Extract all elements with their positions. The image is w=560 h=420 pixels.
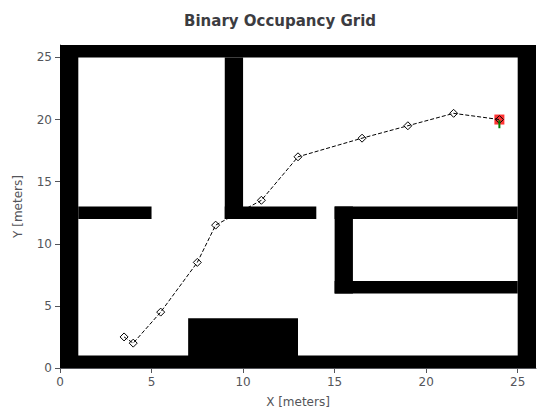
svg-text:Y [meters]: Y [meters] xyxy=(11,175,25,239)
svg-text:15: 15 xyxy=(327,375,342,389)
svg-text:10: 10 xyxy=(37,237,52,251)
svg-text:20: 20 xyxy=(419,375,434,389)
svg-text:20: 20 xyxy=(37,113,52,127)
svg-text:25: 25 xyxy=(37,50,52,64)
svg-text:0: 0 xyxy=(44,361,52,375)
svg-text:5: 5 xyxy=(44,299,52,313)
svg-text:25: 25 xyxy=(510,375,525,389)
svg-text:X [meters]: X [meters] xyxy=(266,395,330,409)
svg-text:5: 5 xyxy=(148,375,156,389)
svg-text:0: 0 xyxy=(56,375,64,389)
svg-text:15: 15 xyxy=(37,175,52,189)
svg-text:Binary Occupancy Grid: Binary Occupancy Grid xyxy=(184,12,376,30)
svg-text:10: 10 xyxy=(235,375,250,389)
